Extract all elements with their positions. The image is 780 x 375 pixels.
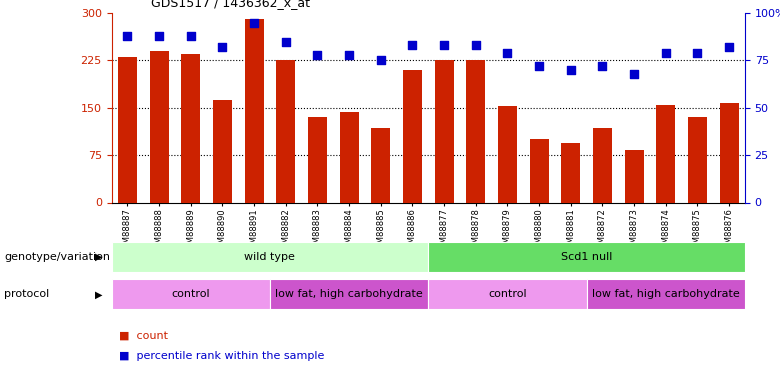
Point [248,20,261,26]
Bar [466,60,485,202]
Text: protocol: protocol [4,290,49,299]
Bar [150,51,168,202]
Text: ▶: ▶ [94,252,102,262]
Bar [270,279,428,309]
Text: wild type: wild type [244,252,296,262]
Text: ■  count: ■ count [119,331,168,340]
Point [502,50,514,56]
Bar [308,117,327,202]
Bar [625,150,644,202]
Text: GDS1517 / 1436362_x_at: GDS1517 / 1436362_x_at [151,0,310,9]
Bar [498,106,517,202]
Bar [245,20,264,203]
Text: ▶: ▶ [94,290,102,299]
Text: ■  percentile rank within the sample: ■ percentile rank within the sample [119,351,324,361]
Bar [530,140,548,202]
Point [723,44,736,50]
Text: control: control [488,290,526,299]
Point [406,42,419,48]
Bar [371,128,390,202]
Text: low fat, high carbohydrate: low fat, high carbohydrate [592,290,739,299]
Point [121,33,133,39]
Point [185,33,197,39]
Point [628,71,640,77]
Bar [181,54,200,202]
Bar [112,279,270,309]
Point [438,42,450,48]
Bar [434,60,453,202]
Point [470,42,482,48]
Point [216,44,229,50]
Bar [562,142,580,202]
Point [533,63,545,69]
Bar [593,128,612,202]
Text: control: control [172,290,210,299]
Bar [688,117,707,202]
Point [565,67,577,73]
Bar [276,60,295,202]
Point [311,52,324,58]
Point [596,63,608,69]
Text: low fat, high carbohydrate: low fat, high carbohydrate [275,290,423,299]
Text: Scd1 null: Scd1 null [561,252,612,262]
Bar [428,279,587,309]
Text: genotype/variation: genotype/variation [4,252,110,262]
Bar [118,57,136,202]
Point [153,33,165,39]
Point [279,39,292,45]
Bar [339,112,359,202]
Point [691,50,704,56]
Bar [112,242,428,272]
Point [660,50,672,56]
Bar [403,70,422,202]
Bar [213,100,232,202]
Bar [656,105,675,202]
Bar [587,279,745,309]
Point [374,57,387,63]
Bar [720,104,739,202]
Bar [428,242,745,272]
Point [343,52,356,58]
